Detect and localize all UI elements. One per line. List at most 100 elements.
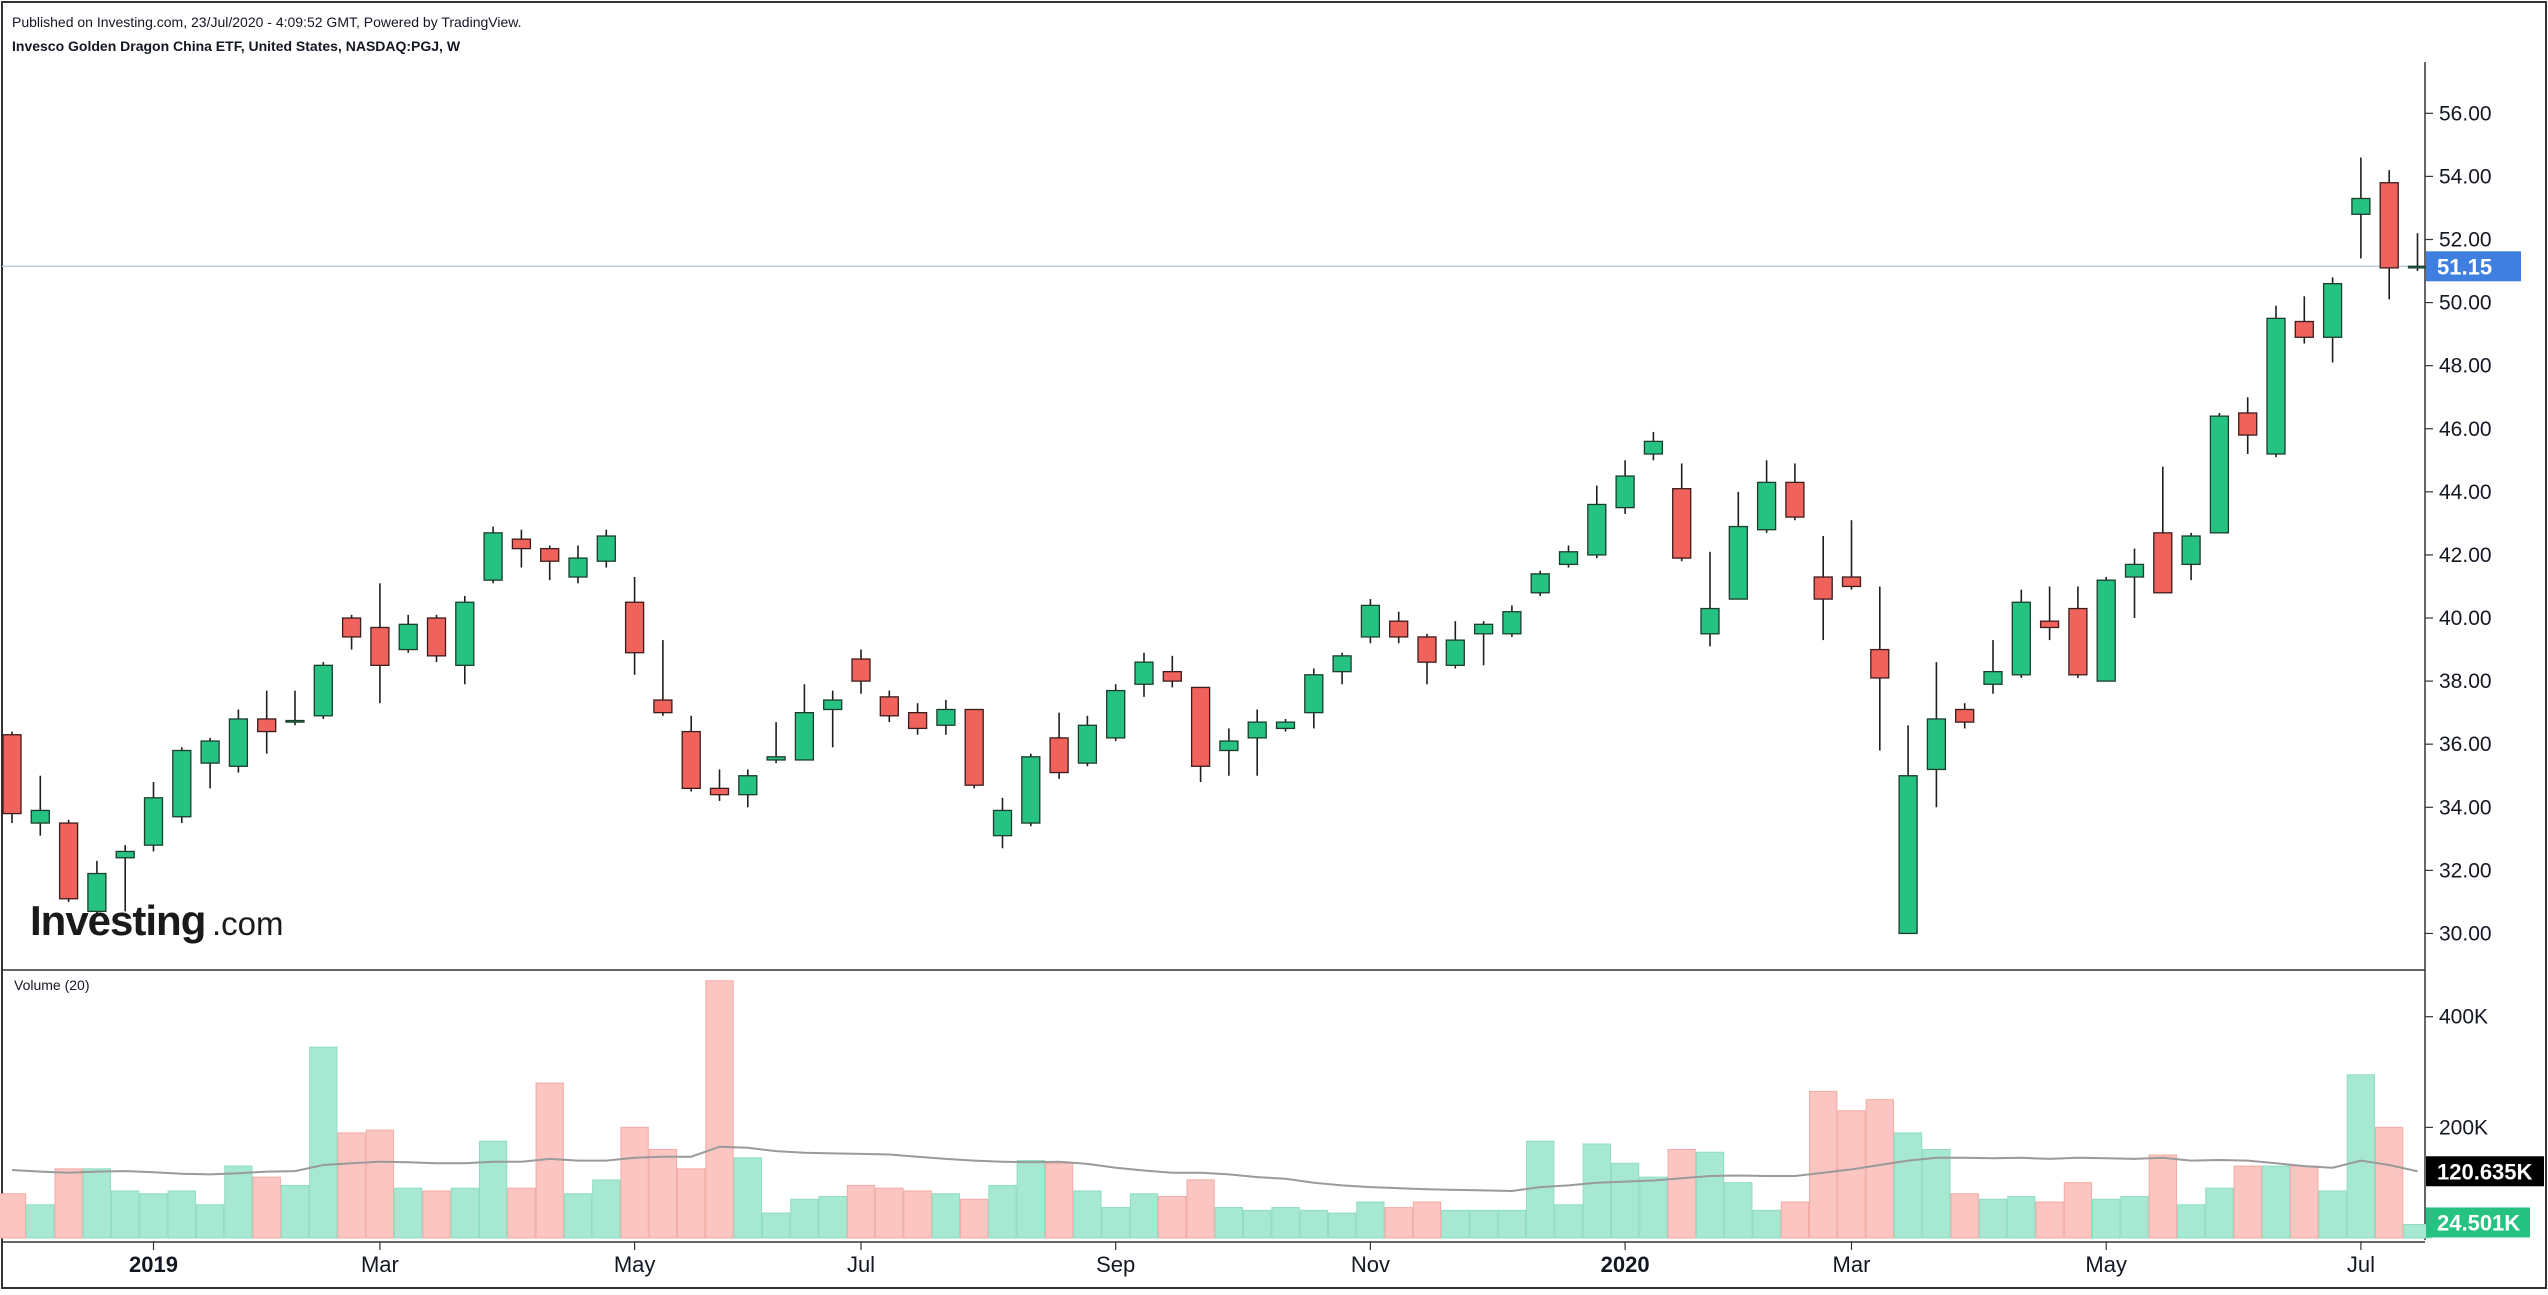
candle bbox=[341, 614, 362, 650]
candle-body bbox=[370, 626, 390, 666]
volume-bar bbox=[422, 1190, 451, 1239]
volume-bar bbox=[1243, 1209, 1272, 1239]
candle bbox=[1558, 545, 1579, 568]
candle-body bbox=[1558, 551, 1579, 566]
volume-bar bbox=[1129, 1193, 1159, 1239]
volume-bar bbox=[2290, 1165, 2319, 1239]
volume-tick-label: 200K bbox=[2439, 1116, 2488, 1139]
volume-tick-label: 400K bbox=[2439, 1006, 2488, 1029]
volume-series bbox=[0, 980, 2432, 1239]
volume-bar bbox=[1158, 1196, 1187, 1239]
volume-bar bbox=[2063, 1182, 2093, 1239]
volume-bar bbox=[1893, 1132, 1923, 1239]
volume-bar bbox=[1780, 1201, 1810, 1239]
volume-bar bbox=[1526, 1140, 1555, 1239]
candle bbox=[1898, 725, 1918, 935]
volume-bar bbox=[1271, 1207, 1300, 1239]
last-volume-badge-bg bbox=[2426, 1207, 2530, 1238]
candle bbox=[1672, 463, 1692, 562]
candle bbox=[1473, 621, 1494, 666]
candle bbox=[1983, 640, 2003, 694]
candle-body bbox=[2209, 415, 2230, 534]
candle-body bbox=[1021, 756, 1041, 824]
candle bbox=[228, 709, 249, 773]
candle bbox=[1502, 605, 1522, 637]
volume-bar bbox=[252, 1176, 281, 1239]
candle-body bbox=[936, 708, 956, 726]
candle-body bbox=[1813, 576, 1833, 600]
candle-body bbox=[2294, 320, 2314, 338]
candle bbox=[398, 614, 418, 653]
volume-bar bbox=[1356, 1201, 1385, 1239]
candle bbox=[2294, 296, 2314, 344]
candle bbox=[285, 690, 305, 726]
time-tick-label: May bbox=[614, 1252, 656, 1277]
candle-body bbox=[1417, 636, 1437, 663]
volume-ma-badge: 120.635K bbox=[2426, 1156, 2544, 1187]
candle bbox=[1106, 684, 1126, 742]
candle-body bbox=[1587, 503, 1607, 556]
candle bbox=[1304, 668, 1324, 729]
candle bbox=[2068, 586, 2088, 678]
candle bbox=[1841, 520, 1862, 590]
candle-body bbox=[964, 708, 984, 786]
price-tick-label: 54.00 bbox=[2439, 165, 2492, 188]
volume-bar bbox=[677, 1168, 706, 1239]
candle-body bbox=[2011, 601, 2031, 676]
candle-body bbox=[1615, 475, 1635, 509]
candle bbox=[1247, 709, 1267, 776]
candle-body bbox=[1473, 623, 1494, 635]
candle bbox=[1530, 570, 1550, 596]
candle-body bbox=[2068, 607, 2088, 676]
candle bbox=[1360, 599, 1381, 644]
volume-bar bbox=[2007, 1196, 2036, 1239]
candle bbox=[2322, 277, 2343, 363]
time-tick-label: Jul bbox=[847, 1252, 875, 1277]
candle bbox=[2238, 397, 2258, 454]
candle bbox=[370, 583, 390, 704]
volume-bar bbox=[648, 1148, 678, 1239]
volume-bar bbox=[1950, 1193, 1979, 1239]
price-tick-label: 32.00 bbox=[2439, 859, 2492, 882]
candle bbox=[992, 797, 1013, 849]
volume-bar bbox=[1186, 1179, 1215, 1239]
time-tick-label: 2020 bbox=[1601, 1252, 1650, 1277]
volume-bar bbox=[450, 1187, 479, 1239]
candle-body bbox=[2039, 620, 2060, 629]
volume-bar bbox=[1724, 1182, 1753, 1239]
volume-bar bbox=[563, 1193, 593, 1239]
candle-body bbox=[1134, 661, 1154, 685]
candle bbox=[455, 595, 475, 685]
volume-bar bbox=[988, 1184, 1017, 1239]
last-volume-badge-text: 24.501K bbox=[2437, 1210, 2520, 1235]
candle bbox=[257, 690, 277, 754]
candle-body bbox=[1898, 775, 1918, 935]
candle-body bbox=[58, 822, 79, 900]
candle bbox=[426, 614, 447, 663]
candle bbox=[511, 529, 532, 568]
candle-body bbox=[1360, 604, 1381, 638]
candle bbox=[1615, 460, 1635, 514]
time-tick-label: Jul bbox=[2347, 1252, 2375, 1277]
candle-body bbox=[483, 532, 503, 581]
candle bbox=[964, 708, 984, 789]
candle bbox=[2011, 589, 2031, 678]
candle-body bbox=[1389, 620, 1409, 638]
candle-body bbox=[1983, 670, 2003, 685]
candle-body bbox=[879, 696, 899, 717]
last-volume-badge: 24.501K bbox=[2426, 1207, 2530, 1238]
candle bbox=[2124, 548, 2145, 619]
candle bbox=[1389, 611, 1409, 644]
candle bbox=[596, 529, 616, 568]
candle-body bbox=[1247, 721, 1267, 739]
last-price-badge-bg bbox=[2426, 251, 2521, 282]
price-tick-label: 38.00 bbox=[2439, 670, 2492, 693]
candle-body bbox=[1275, 721, 1296, 730]
candle-body bbox=[540, 547, 560, 562]
candle bbox=[1813, 536, 1833, 641]
volume-bar bbox=[2261, 1165, 2291, 1239]
investing-logo-main: Investing bbox=[30, 897, 205, 944]
candle bbox=[1049, 712, 1069, 779]
volume-bar bbox=[818, 1196, 847, 1239]
